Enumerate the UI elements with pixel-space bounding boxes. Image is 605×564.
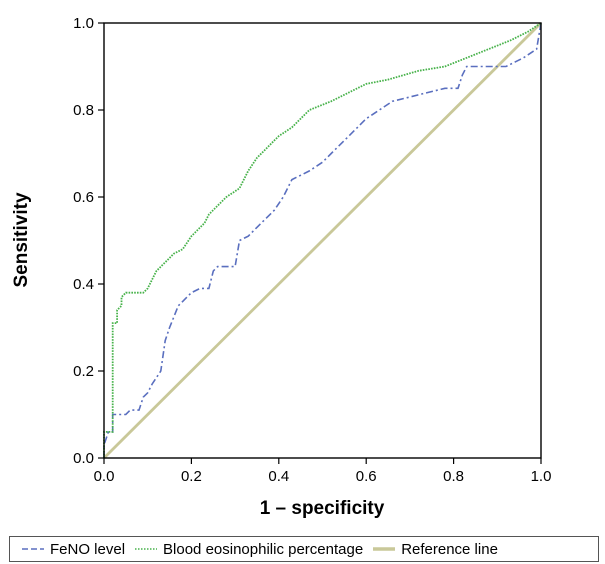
series-line-0 (103, 22, 542, 458)
x-tick-label-5: 1.0 (531, 468, 552, 485)
legend-item-eosinophil: Blood eosinophilic percentage (135, 541, 363, 558)
plot-lines (103, 22, 542, 459)
y-tick-label-1: 0.2 (73, 363, 94, 380)
series-line-1 (103, 22, 542, 458)
y-tick-label-0: 0.0 (73, 450, 94, 467)
x-tick-label-2: 0.4 (268, 468, 289, 485)
legend-item-feno: FeNO level (22, 541, 125, 558)
x-axis-title: 1 – specificity (260, 498, 385, 519)
x-tick-label-3: 0.6 (356, 468, 377, 485)
legend-swatch-reference (373, 547, 396, 551)
axis-ticks: 0.0 0.2 0.4 0.6 0.8 1.0 0.0 0.2 0.4 0.6 0.8 1.0 (73, 15, 551, 485)
plot-area-frame (103, 22, 542, 459)
x-tick-label-4: 0.8 (443, 468, 464, 485)
legend-swatch-feno (22, 548, 44, 550)
legend: FeNO level Blood eosinophilic percentage… (9, 536, 599, 562)
y-axis-title: Sensitivity (11, 192, 32, 287)
roc-chart: 0.0 0.2 0.4 0.6 0.8 1.0 0.0 0.2 0.4 0.6 0.8 1.0 1 –… (11, 15, 551, 519)
legend-swatch-eosinophil (135, 548, 158, 550)
legend-label-eosinophil: Blood eosinophilic percentage (163, 540, 364, 558)
legend-item-reference: Reference line (373, 541, 498, 558)
y-tick-label-2: 0.4 (73, 276, 94, 293)
series-line-2 (103, 22, 542, 459)
y-tick-label-5: 1.0 (73, 15, 94, 32)
y-tick-label-4: 0.8 (73, 102, 94, 119)
y-tick-label-3: 0.6 (73, 189, 94, 206)
x-tick-label-1: 0.2 (181, 468, 202, 485)
legend-label-feno: FeNO level (50, 540, 126, 558)
legend-label-reference: Reference line (401, 540, 498, 558)
x-tick-label-0: 0.0 (94, 468, 115, 485)
